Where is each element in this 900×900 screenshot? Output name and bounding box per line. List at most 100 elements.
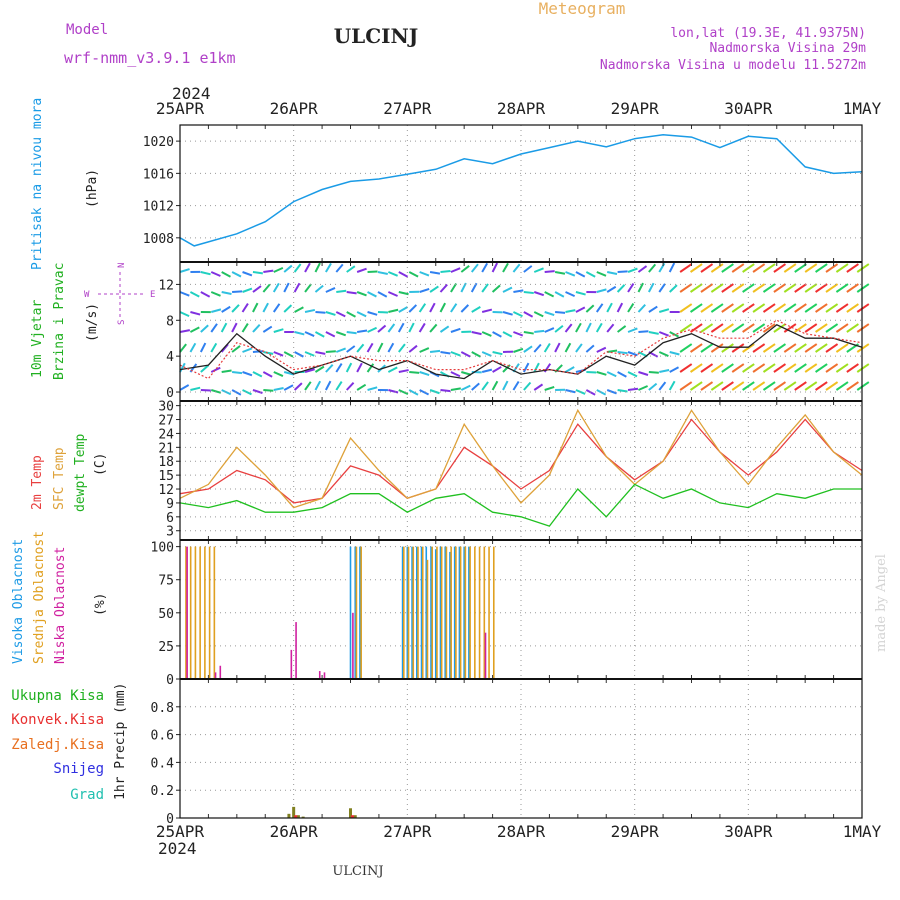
wind-arrow <box>575 343 583 353</box>
wind-arrow <box>606 323 615 333</box>
wind-arrow <box>345 382 355 391</box>
wind-arrow <box>846 303 859 313</box>
wind-arrow <box>502 331 513 338</box>
wind-arrow <box>304 331 315 337</box>
wind-arrow <box>481 381 489 391</box>
wind-arrow <box>700 343 714 353</box>
wind-arrow <box>513 289 524 293</box>
wind-arrow <box>315 311 326 314</box>
compass-rose: N W E S <box>84 263 155 325</box>
wind-arrow <box>565 271 576 277</box>
wind-arrow <box>367 291 377 298</box>
wind-arrow <box>638 330 649 333</box>
wind-arrow <box>742 343 755 353</box>
date-label-top: 30APR <box>724 99 773 118</box>
wind-arrow <box>533 267 544 273</box>
wind-arrow <box>314 380 322 391</box>
plot-frame <box>179 124 863 819</box>
cloud-high-label: Visoka Oblacnost <box>11 539 26 664</box>
wind-arrow <box>575 291 586 296</box>
wind-arrow <box>429 349 441 353</box>
wind-arrow <box>669 284 678 293</box>
wind-arrow <box>440 270 451 273</box>
wind-arrow <box>242 271 253 277</box>
temp-sfc-label: SFC Temp <box>52 447 67 510</box>
wind-arrow <box>794 323 807 333</box>
wind-arrow <box>335 381 343 391</box>
wind-arrow <box>221 369 232 373</box>
y-tick-label: 1008 <box>143 232 174 247</box>
wind-arrow <box>523 291 534 295</box>
wind-arrow <box>607 349 618 353</box>
wind-arrow <box>565 366 575 373</box>
wind-arrow <box>689 303 703 313</box>
wind-arrow <box>856 323 870 333</box>
wind-arrow <box>293 282 301 293</box>
precip-conv-label: Konvek.Kisa <box>11 712 104 728</box>
wind-arrow <box>377 291 388 298</box>
date-label-bottom: 28APR <box>497 822 546 841</box>
wind-arrow <box>513 331 524 337</box>
wind-arrow <box>596 288 607 293</box>
wind-arrow <box>491 262 499 273</box>
date-label-top: 28APR <box>497 99 546 118</box>
wind-arrow <box>189 342 197 353</box>
pressure-panel: Pritisak na nivou mora (hPa) 1008 1012 101… <box>30 98 863 270</box>
wind-arrow <box>200 364 210 373</box>
wind-arrow <box>544 311 555 317</box>
temp-dew-label: dewpt Temp <box>73 434 88 512</box>
wind-arrow <box>731 283 745 293</box>
wind-arrow <box>637 265 648 273</box>
y-tick-label: 15 <box>158 469 174 484</box>
wind-arrow <box>231 271 242 278</box>
precip-total-bar <box>292 806 296 818</box>
wind-arrow <box>325 262 332 273</box>
wind-arrow <box>794 303 807 313</box>
wind-arrow <box>367 326 378 333</box>
wind-arrow <box>262 302 269 313</box>
wind-arrow <box>856 283 870 293</box>
wind-arrow <box>294 331 305 336</box>
wind-arrow <box>752 381 766 391</box>
wind-arrow <box>533 343 542 353</box>
precip-total-bar <box>353 815 357 818</box>
wind-arrow <box>689 283 703 293</box>
wind-arrow <box>283 264 293 273</box>
wind-arrow <box>773 381 787 391</box>
wind-arrow <box>481 331 492 337</box>
wind-arrow <box>835 303 849 313</box>
date-label-top: 29APR <box>611 99 660 118</box>
wind-arrow <box>450 387 461 391</box>
wind-arrow <box>377 271 388 276</box>
wind-arrow <box>263 389 274 392</box>
wind-arrow <box>585 322 592 333</box>
wind-arrow <box>752 363 766 373</box>
model-altitude-label: Nadmorska Visina u modelu 11.5272m <box>600 58 866 73</box>
wind-arrow <box>689 323 703 333</box>
wind-arrow <box>689 363 703 373</box>
wind-arrow <box>815 263 828 273</box>
wind-arrow <box>179 268 190 273</box>
wind-arrow <box>179 362 186 373</box>
wind-arrow <box>190 386 201 391</box>
wind-arrow <box>679 303 693 313</box>
wind-arrow <box>617 325 627 333</box>
wind-arrow <box>752 303 766 313</box>
wind-arrow <box>304 283 312 293</box>
wind-arrow <box>460 384 471 391</box>
wind-arrow <box>762 303 776 313</box>
cloud-unit: (%) <box>93 593 108 616</box>
wind-arrow <box>470 263 479 273</box>
wind-arrow <box>221 305 231 313</box>
wind-arrow <box>638 385 649 391</box>
wind-arrow <box>398 343 406 353</box>
wind-arrow <box>273 328 284 333</box>
wind-arrow <box>367 311 378 316</box>
y-tick-label: 1020 <box>143 135 174 150</box>
wind-arrow <box>815 303 828 313</box>
wind-arrow <box>523 311 534 318</box>
wind-arrow <box>648 331 659 335</box>
temp-2m-label: 2m Temp <box>30 455 45 510</box>
wind-arrow <box>835 363 849 373</box>
wind-arrow <box>606 302 613 313</box>
